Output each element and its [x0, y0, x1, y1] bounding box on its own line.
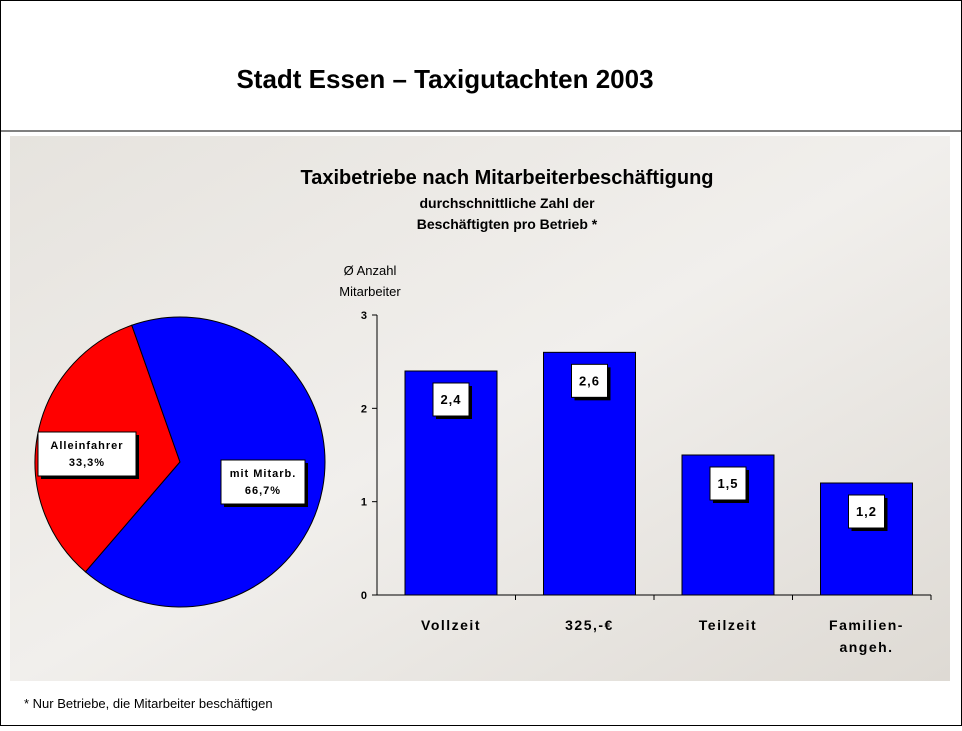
slide: Stadt Essen – Taxigutachten 2003 * Nur B…: [0, 0, 962, 726]
x-tick-label: 325,-€: [565, 617, 614, 633]
slide-title: Stadt Essen – Taxigutachten 2003: [236, 64, 653, 94]
y-tick-label: 3: [361, 310, 367, 322]
slice-value-label: 33,3%: [69, 457, 105, 469]
chart-title: Taxibetriebe nach Mitarbeiterbeschäftigu…: [300, 167, 713, 189]
footnote: * Nur Betriebe, die Mitarbeiter beschäft…: [24, 696, 273, 711]
value-label: 2,4: [440, 392, 461, 407]
slice-value-label: 66,7%: [245, 485, 281, 497]
x-tick-label: Vollzeit: [421, 617, 481, 633]
value-label: 1,5: [717, 476, 738, 491]
y-tick-label: 1: [361, 497, 367, 509]
value-label: 2,6: [579, 373, 600, 388]
slice-label: mit Mitarb.: [230, 468, 297, 480]
y-tick-label: 0: [361, 590, 367, 602]
label-box: [221, 460, 305, 504]
label-box: [38, 432, 136, 476]
slice-label: Alleinfahrer: [50, 440, 123, 452]
y-tick-label: 2: [361, 403, 367, 415]
x-tick-label: Teilzeit: [699, 617, 757, 633]
value-label: 1,2: [856, 504, 877, 519]
